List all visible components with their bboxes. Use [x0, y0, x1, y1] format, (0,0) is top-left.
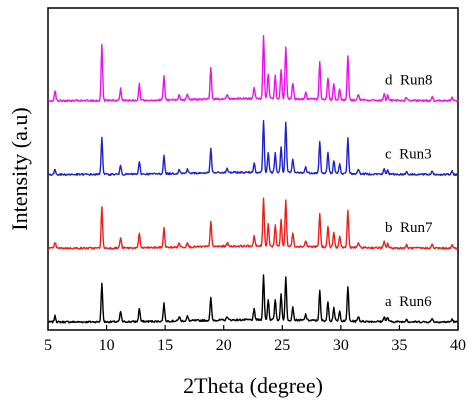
series-line-3 [47, 120, 459, 177]
x-tick-label: 20 [216, 337, 232, 354]
x-tick-label: 15 [157, 337, 173, 354]
x-tick-label: 30 [333, 337, 349, 354]
y-axis-title: Intensity (a.u) [7, 107, 32, 230]
x-axis-title: 2Theta (degree) [183, 373, 323, 398]
series-layer [47, 34, 459, 324]
x-tick-label: 5 [44, 337, 52, 354]
series-label-1: a Run6 [385, 294, 432, 310]
series-line-2 [47, 197, 459, 250]
x-tick-label: 10 [99, 337, 115, 354]
plot-area-frame [47, 7, 459, 331]
series-label-3: c Run3 [385, 146, 432, 162]
series-line-1 [47, 274, 459, 324]
x-axis-ticks: 5 10 15 20 25 30 35 40 [44, 325, 466, 354]
x-tick-label: 35 [391, 337, 407, 354]
series-labels: a Run6 b Run7 c Run3 d Run8 [385, 73, 433, 310]
x-tick-label: 25 [274, 337, 290, 354]
series-line-4 [47, 34, 459, 103]
series-label-2: b Run7 [385, 220, 433, 236]
series-label-4: d Run8 [385, 73, 433, 89]
x-tick-label: 40 [450, 337, 466, 354]
